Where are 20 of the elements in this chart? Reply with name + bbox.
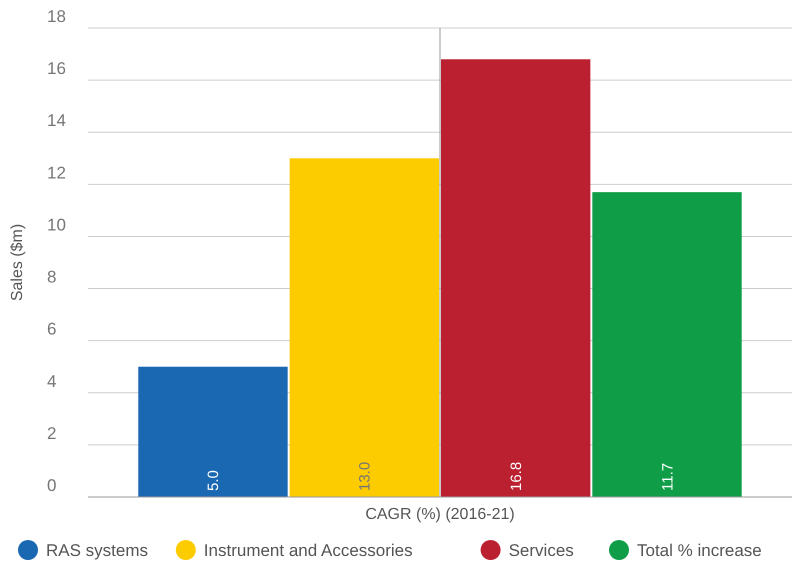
legend-label: Total % increase — [637, 540, 762, 560]
legend-label: RAS systems — [46, 540, 148, 560]
y-tick-label: 12 — [47, 163, 66, 182]
y-tick-label: 0 — [47, 476, 56, 495]
y-tick-label: 16 — [47, 59, 66, 78]
y-tick-label: 10 — [47, 215, 66, 234]
y-tick-label: 6 — [47, 320, 56, 339]
x-tick-label: CAGR (%) (2016-21) — [365, 506, 515, 523]
data-label: 13.0 — [356, 462, 374, 491]
data-label: 5.0 — [205, 470, 222, 491]
data-label: 16.8 — [508, 462, 525, 491]
y-tick-label: 18 — [47, 7, 66, 26]
y-axis-title: Sales ($m) — [9, 224, 26, 302]
y-tick-label: 2 — [47, 424, 56, 443]
data-label: 11.7 — [659, 462, 676, 491]
legend-label: Services — [508, 540, 574, 560]
y-tick-label: 4 — [47, 372, 56, 391]
y-tick-label: 8 — [47, 268, 56, 287]
legend-label: Instrument and Accessories — [204, 540, 413, 560]
y-tick-label: 14 — [47, 111, 66, 130]
